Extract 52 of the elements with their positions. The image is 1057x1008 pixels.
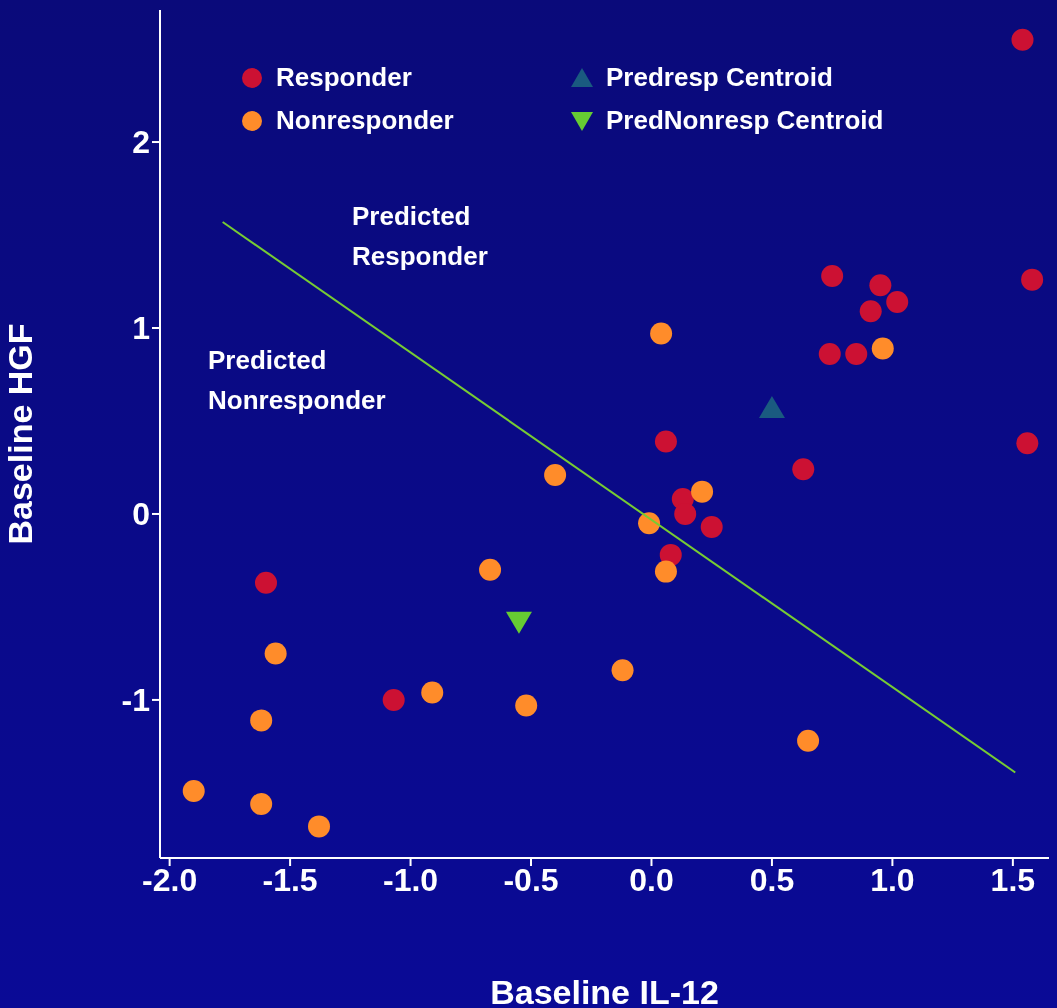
point xyxy=(611,659,634,682)
point xyxy=(859,300,882,323)
x-tick-label: -1.5 xyxy=(262,861,318,898)
y-tick-label: 0 xyxy=(132,496,150,533)
point xyxy=(1016,432,1039,455)
point xyxy=(544,463,567,486)
point xyxy=(654,560,677,583)
legend-label: Responder xyxy=(276,62,412,93)
point xyxy=(182,780,205,803)
point xyxy=(654,430,677,453)
legend-label: Nonresponder xyxy=(276,105,454,136)
point xyxy=(886,290,909,313)
annotation: Predicted Nonresponder xyxy=(208,344,387,417)
point xyxy=(818,343,841,366)
x-tick-label: -2.0 xyxy=(142,861,198,898)
point xyxy=(250,793,273,816)
point xyxy=(421,681,444,704)
annotation: Predicted Responder xyxy=(352,200,489,273)
point xyxy=(308,815,331,838)
point xyxy=(250,709,273,732)
point xyxy=(700,515,723,538)
legend-label: Predresp Centroid xyxy=(606,62,833,93)
point xyxy=(871,337,894,360)
point xyxy=(792,458,815,481)
x-tick-label: 1.0 xyxy=(870,861,915,898)
x-tick-label: -0.5 xyxy=(503,861,559,898)
point xyxy=(382,688,405,711)
point xyxy=(691,480,714,503)
point xyxy=(1021,268,1044,291)
point xyxy=(674,502,697,525)
point xyxy=(1011,28,1034,51)
x-tick-label: 1.5 xyxy=(990,861,1036,898)
point xyxy=(650,322,673,345)
y-tick-label: 2 xyxy=(132,124,150,161)
point xyxy=(255,571,278,594)
point xyxy=(264,642,287,665)
x-axis-title: Baseline IL-12 xyxy=(490,973,719,1008)
point xyxy=(845,343,868,366)
y-tick-label: 1 xyxy=(132,310,150,347)
x-tick-label: 0.5 xyxy=(749,861,795,898)
y-axis-title: Baseline HGF xyxy=(1,323,40,545)
point xyxy=(505,611,532,634)
point xyxy=(821,264,844,287)
point xyxy=(758,395,785,418)
x-tick-label: 0.0 xyxy=(629,861,674,898)
legend-label: PredNonresp Centroid xyxy=(606,105,884,136)
y-tick-label: -1 xyxy=(121,682,150,719)
point xyxy=(515,694,538,717)
x-tick-label: -1.0 xyxy=(382,861,439,898)
point xyxy=(869,274,892,297)
point xyxy=(797,729,820,752)
point xyxy=(479,558,502,581)
